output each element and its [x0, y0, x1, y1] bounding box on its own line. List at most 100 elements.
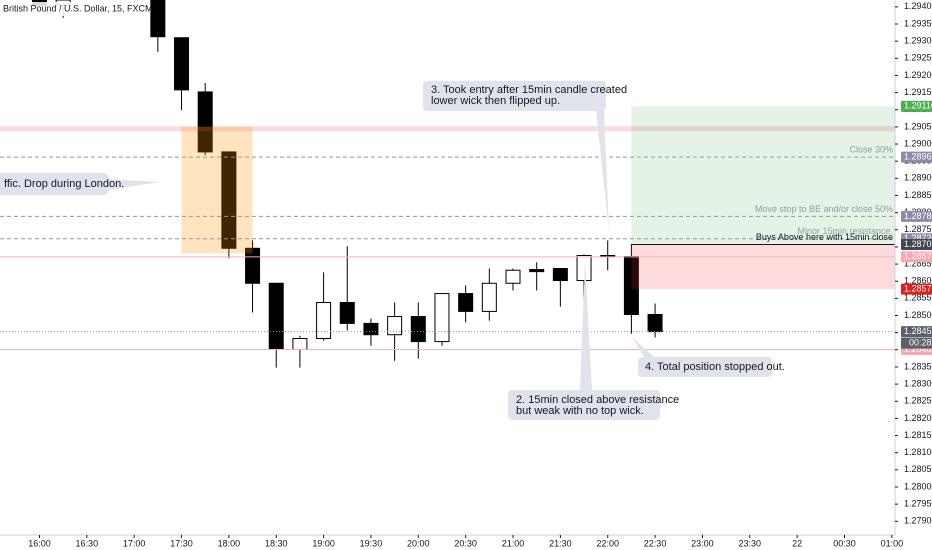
callout-text: 2. 15min closed above resistance — [516, 394, 679, 406]
y-tick-label: 1.29200 — [904, 70, 932, 80]
y-tick-label: 1.28050 — [904, 464, 932, 474]
x-tick-label: 23:30 — [739, 538, 762, 548]
x-tick-label: 19:00 — [312, 538, 335, 548]
candle-body — [339, 301, 355, 324]
price-tag — [901, 210, 932, 222]
x-tick-label: 17:30 — [170, 538, 193, 548]
x-tick-label: 00:30 — [833, 538, 856, 548]
candle-body — [647, 313, 663, 333]
y-tick-label: 1.29400 — [904, 1, 932, 11]
y-tick-label: 1.28300 — [904, 378, 932, 388]
candle-body — [150, 0, 166, 38]
price-axis — [895, 0, 932, 550]
x-tick-label: 22 — [792, 538, 802, 548]
x-tick-label: 22:30 — [644, 538, 667, 548]
price-tag-label: 1.28962 — [904, 151, 932, 161]
candle-body — [552, 268, 568, 282]
callout-text: 3. Took entry after 15min candle created — [431, 84, 627, 96]
y-tick-label: 1.28900 — [904, 173, 932, 183]
candle-body — [245, 247, 261, 284]
y-tick-label: 1.28550 — [904, 293, 932, 303]
x-tick-label: 22:00 — [596, 538, 619, 548]
y-tick-label: 1.29050 — [904, 121, 932, 131]
header-bg — [0, 2, 136, 16]
level-text: Minor 15min resistance. — [797, 226, 893, 236]
y-tick-label: 1.29300 — [904, 36, 932, 46]
callout-box — [638, 357, 772, 377]
price-tag-label: 1.28707 — [904, 239, 932, 249]
callout-text: ffic. Drop during London. — [4, 178, 124, 190]
x-tick-label: 20:00 — [407, 538, 430, 548]
level-text: Move stop to BE and/or close 50% — [755, 204, 893, 214]
countdown-label: 00:28 — [909, 338, 932, 348]
y-tick-label: 1.28200 — [904, 413, 932, 423]
x-tick-label: 21:30 — [549, 538, 572, 548]
price-tag — [901, 100, 932, 112]
callout-pointer — [632, 337, 654, 357]
candle-body — [268, 282, 284, 350]
candle-body — [458, 293, 474, 312]
level-text: Close 30% — [849, 144, 893, 154]
callout-box — [423, 81, 606, 111]
y-tick-label: 1.29250 — [904, 53, 932, 63]
price-tag-label: 1.28577 — [904, 283, 932, 293]
zone — [0, 126, 895, 132]
price-tag-label: 1.28401 — [904, 344, 932, 354]
price-tag — [901, 239, 932, 251]
y-tick-label: 1.28150 — [904, 430, 932, 440]
zone — [181, 126, 253, 254]
countdown-tag — [901, 337, 932, 349]
x-tick-label: 23:00 — [691, 538, 714, 548]
callout-text: 4. Total position stopped out. — [645, 361, 785, 373]
candle-body — [292, 337, 308, 350]
candle-body — [481, 282, 497, 312]
x-tick-label: 16:00 — [28, 538, 51, 548]
price-tag — [901, 251, 932, 263]
callout-pointer — [580, 262, 592, 390]
y-tick-label: 1.28650 — [904, 258, 932, 268]
x-tick-label: 16:30 — [76, 538, 99, 548]
x-tick-label: 21:00 — [502, 538, 525, 548]
price-tag-label: 1.28789 — [904, 211, 932, 221]
y-tick-label: 1.29350 — [904, 18, 932, 28]
chart-title: British Pound / U.S. Dollar, 15, FXCM — [3, 3, 153, 13]
price-tag-label: 1.29110 — [904, 101, 932, 111]
y-tick-label: 1.28600 — [904, 276, 932, 286]
candle-body — [316, 301, 332, 339]
candle-body — [174, 37, 190, 91]
candle-body — [410, 316, 426, 343]
y-tick-label: 1.28850 — [904, 190, 932, 200]
candle-body — [434, 293, 450, 343]
price-tag-label: 1.28724 — [904, 233, 932, 243]
y-tick-label: 1.29000 — [904, 138, 932, 148]
candle-body — [529, 269, 545, 273]
callout-box — [0, 173, 108, 195]
x-tick-label: 17:00 — [123, 538, 146, 548]
y-tick-label: 1.28500 — [904, 310, 932, 320]
x-tick-label: 19:30 — [360, 538, 383, 548]
y-tick-label: 1.27950 — [904, 499, 932, 509]
candle-body — [576, 254, 592, 282]
x-tick-label: 20:30 — [454, 538, 477, 548]
y-tick-label: 1.27900 — [904, 516, 932, 526]
callout-pointer — [596, 111, 609, 232]
x-tick-label: 18:30 — [265, 538, 288, 548]
zone — [631, 244, 895, 290]
price-tag — [901, 283, 932, 295]
y-tick-label: 1.29150 — [904, 87, 932, 97]
price-tag — [901, 326, 932, 338]
x-tick-label: 01:00 — [881, 538, 904, 548]
y-tick-label: 1.28750 — [904, 224, 932, 234]
callout-text: but weak with no top wick. — [516, 405, 644, 417]
callout-text: lower wick then flipped up. — [431, 95, 560, 107]
y-tick-label: 1.28350 — [904, 361, 932, 371]
y-tick-label: 1.28250 — [904, 396, 932, 406]
candle-body — [221, 151, 237, 249]
y-tick-label: 1.28000 — [904, 481, 932, 491]
level-text: Buys Above here with 15min close — [756, 232, 893, 242]
price-tag-label: 1.28453 — [904, 326, 932, 336]
candle-body — [387, 316, 403, 336]
candle-body — [505, 269, 521, 284]
